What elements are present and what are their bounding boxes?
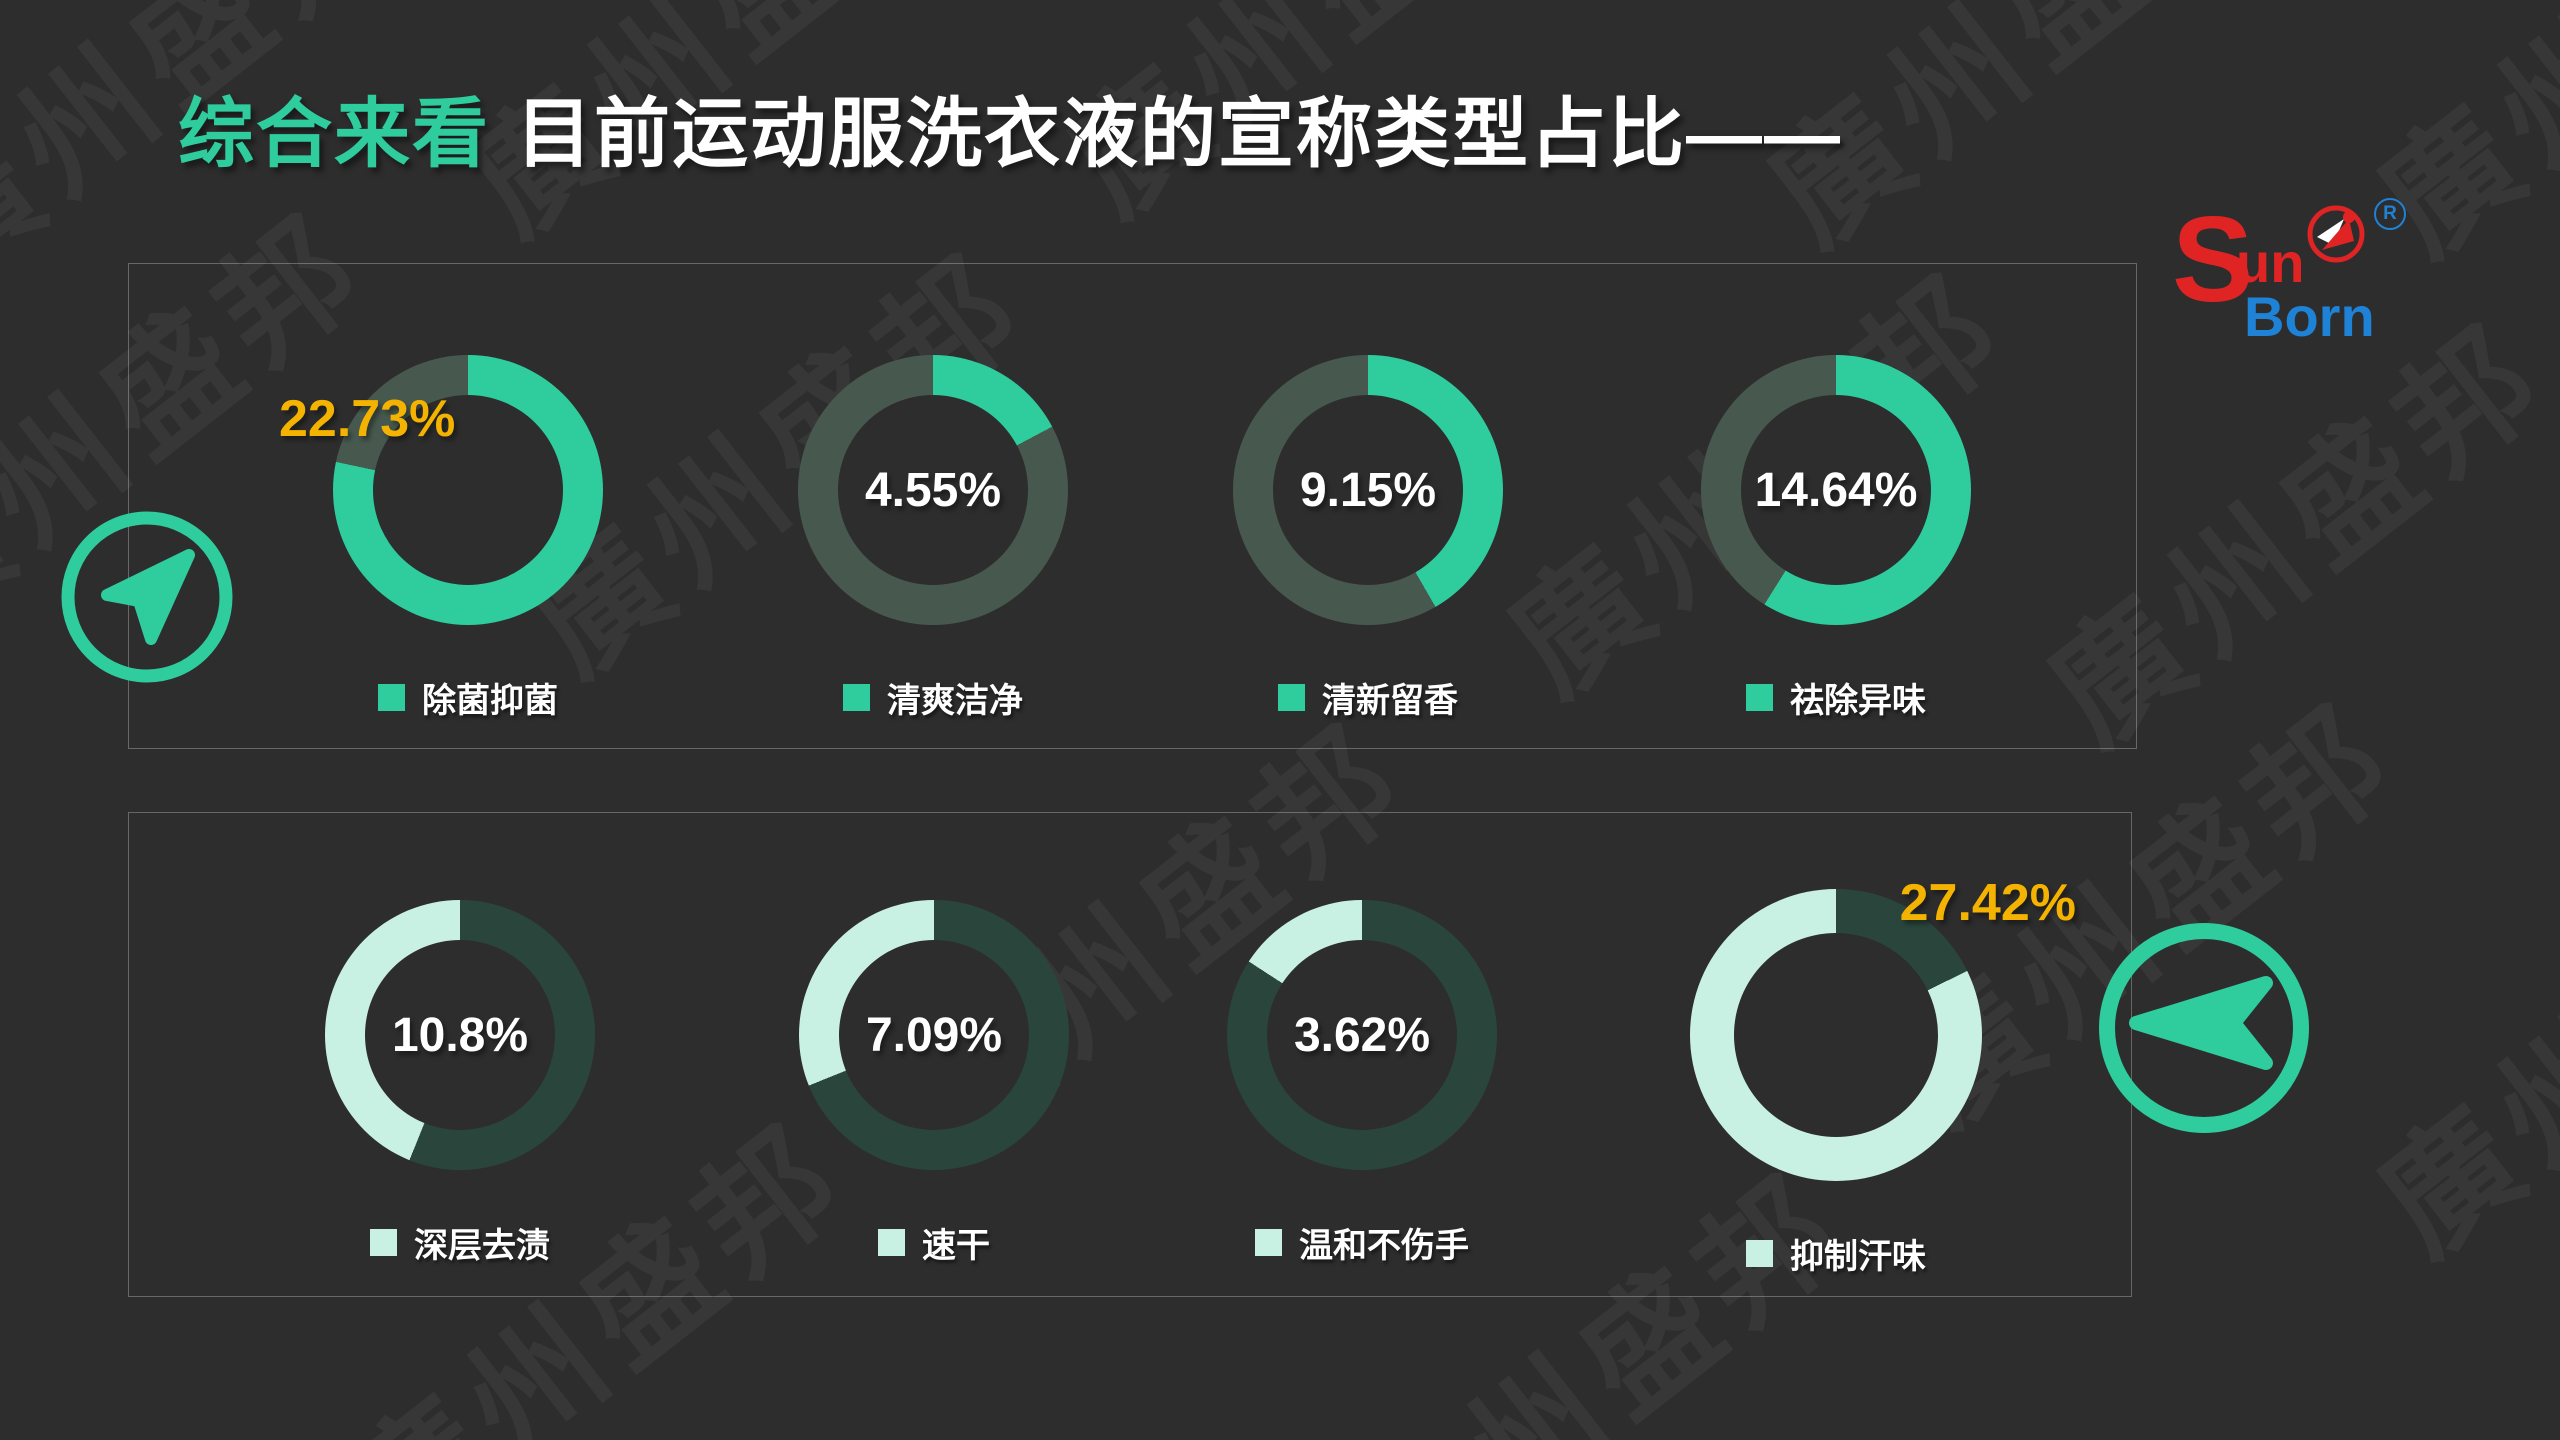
legend-label: 温和不伤手	[1299, 1227, 1469, 1265]
title-main: 目前运动服洗衣液的宣称类型占比——	[516, 92, 1842, 177]
legend-label: 深层去渍	[414, 1227, 550, 1265]
donut-hole	[839, 940, 1029, 1130]
legend-label: 清新留香	[1322, 682, 1458, 720]
donut-value-label: 22.73%	[279, 390, 456, 448]
legend-label: 清爽洁净	[887, 682, 1023, 720]
donut-hole	[1741, 395, 1931, 585]
donut-hole	[1267, 940, 1457, 1130]
legend-swatch	[1746, 1240, 1773, 1267]
legend-label: 抑制汗味	[1790, 1238, 1926, 1276]
donut-value-label: 3.62%	[1293, 1008, 1431, 1062]
nav-arrow-up-right-icon	[61, 511, 233, 683]
legend-swatch	[378, 684, 405, 711]
donut-legend: 清新留香	[1278, 673, 1458, 722]
logo-letter-s: S	[2172, 191, 2254, 327]
nav-arrow-left-icon	[2099, 923, 2309, 1133]
sunborn-sun-icon	[2307, 205, 2365, 263]
donut-value-label: 9.15%	[1299, 463, 1437, 517]
sunborn-logo: S un R Born	[2172, 191, 2472, 348]
legend-label: 除菌抑菌	[422, 682, 558, 720]
registered-trademark-icon: R	[2374, 198, 2406, 230]
donut-value-label: 14.64%	[1754, 463, 1918, 517]
legend-label: 祛除异味	[1790, 682, 1926, 720]
donut-value-label: 4.55%	[864, 463, 1002, 517]
donut-legend: 深层去渍	[370, 1218, 550, 1267]
legend-swatch	[1278, 684, 1305, 711]
legend-swatch	[370, 1229, 397, 1256]
page-title: 综合来看 目前运动服洗衣液的宣称类型占比——	[178, 72, 1842, 182]
legend-label: 速干	[922, 1227, 990, 1265]
donut-hole	[365, 940, 555, 1130]
title-highlight: 综合来看	[178, 92, 490, 177]
donut-chart-6: 7.09% 速干	[799, 900, 1069, 1265]
donut-legend: 清爽洁净	[843, 673, 1023, 722]
legend-swatch	[843, 684, 870, 711]
donut-chart-4: 14.64% 祛除异味	[1701, 355, 1971, 720]
logo-text-un: un	[2236, 231, 2305, 294]
logo-text-born: Born	[2244, 285, 2375, 348]
donut-legend: 祛除异味	[1746, 673, 1926, 722]
watermark-text: 廣州盛邦	[2353, 806, 2560, 1282]
donut-hole	[838, 395, 1028, 585]
donut-chart-2: 4.55% 清爽洁净	[798, 355, 1068, 720]
donut-chart-3: 9.15% 清新留香	[1233, 355, 1503, 720]
donut-value-label: 7.09%	[865, 1008, 1003, 1062]
donut-value-label: 27.42%	[1899, 874, 2076, 932]
legend-swatch	[1746, 684, 1773, 711]
donut-legend: 除菌抑菌	[378, 673, 558, 722]
legend-swatch	[1255, 1229, 1282, 1256]
donut-chart-5: 10.8% 深层去渍	[325, 900, 595, 1265]
donut-legend: 抑制汗味	[1746, 1229, 1926, 1278]
donut-legend: 温和不伤手	[1255, 1218, 1469, 1267]
donut-hole	[373, 395, 563, 585]
donut-chart-1: 22.73% 除菌抑菌	[279, 355, 603, 720]
donut-hole	[1273, 395, 1463, 585]
bottom-panel	[128, 812, 2132, 1297]
donut-chart-8: 27.42% 抑制汗味	[1690, 874, 2076, 1276]
legend-swatch	[878, 1229, 905, 1256]
top-panel	[128, 263, 2137, 749]
donut-chart-7: 3.62% 温和不伤手	[1227, 900, 1497, 1265]
donut-legend: 速干	[878, 1218, 990, 1267]
donut-hole	[1734, 933, 1938, 1137]
donut-value-label: 10.8%	[391, 1008, 529, 1062]
